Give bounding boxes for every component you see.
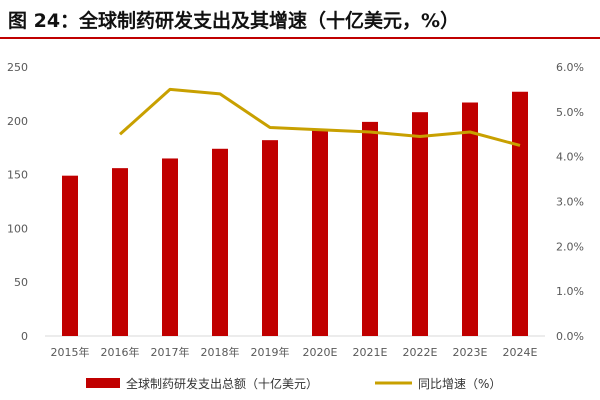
x-tick-label: 2016年 [101, 345, 140, 359]
y-right-tick-label: 3.0% [556, 196, 584, 209]
bar [262, 140, 278, 336]
bar [512, 91, 528, 336]
y-right-tick-label: 1.0% [556, 285, 584, 298]
title-bar: 图 24：全球制药研发支出及其增速（十亿美元，%） [0, 0, 600, 40]
legend: 全球制药研发支出总额（十亿美元） 同比增速（%） [86, 376, 501, 391]
x-tick-label: 2022E [403, 346, 438, 359]
bar [162, 158, 178, 336]
x-tick-label: 2021E [353, 346, 388, 359]
y-left-tick-label: 200 [7, 115, 28, 128]
x-tick-label: 2017年 [151, 345, 190, 359]
y-right-tick-label: 0.0% [556, 330, 584, 343]
y-left-tick-label: 250 [7, 61, 28, 74]
y-right-tick-label: 2.0% [556, 240, 584, 253]
y-right-tick-label: 6.0% [556, 61, 584, 74]
page-title: 图 24：全球制药研发支出及其增速（十亿美元，%） [8, 10, 460, 32]
bar [62, 175, 78, 336]
x-tick-label: 2015年 [51, 345, 90, 359]
title-rule [0, 37, 600, 39]
y-left-tick-label: 50 [14, 276, 28, 289]
x-tick-label: 2024E [503, 346, 538, 359]
bar [312, 130, 328, 336]
bar [212, 148, 228, 336]
y-right-tick-label: 4.0% [556, 151, 584, 164]
y-left-tick-label: 150 [7, 169, 28, 182]
y-left-tick-label: 0 [21, 330, 28, 343]
y-right-tick-label: 5.0% [556, 106, 584, 119]
bar [462, 102, 478, 337]
legend-line-label: 同比增速（%） [418, 377, 501, 391]
legend-bar-swatch [86, 378, 120, 388]
x-tick-label: 2018年 [201, 345, 240, 359]
bar [412, 112, 428, 336]
x-tick-label: 2019年 [251, 345, 290, 359]
legend-bar-label: 全球制药研发支出总额（十亿美元） [126, 376, 318, 391]
bar [112, 168, 128, 336]
bar [362, 121, 378, 336]
bar-series [62, 91, 528, 337]
line-series [118, 87, 521, 147]
x-tick-label: 2023E [453, 346, 488, 359]
x-tick-label: 2020E [303, 346, 338, 359]
y-axis-right: 0.0% 1.0% 2.0% 3.0% 4.0% 5.0% 6.0% [556, 61, 584, 343]
x-axis-ticks: 2015年 2016年 2017年 2018年 2019年 2020E 2021E 2022E… [51, 345, 538, 359]
y-axis-left: 0 50 100 150 200 250 [7, 61, 28, 343]
y-left-tick-label: 100 [7, 222, 28, 235]
